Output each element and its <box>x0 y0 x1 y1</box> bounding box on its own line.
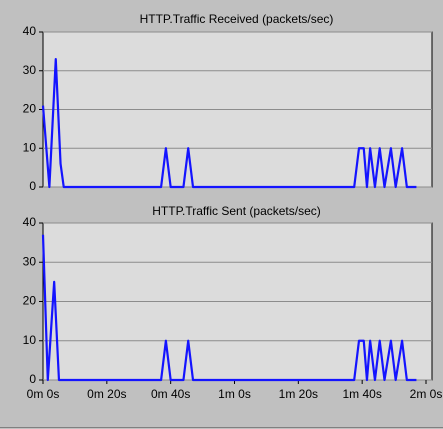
x-tick-label: 1m 40s <box>342 387 381 401</box>
x-tick-label: 0m 20s <box>87 387 126 401</box>
y-tick-label: 40 <box>23 24 37 38</box>
x-tick-label: 2m 0s <box>410 387 443 401</box>
y-tick-label: 0 <box>29 179 36 193</box>
y-tick-label: 0 <box>29 372 36 386</box>
y-tick-label: 20 <box>23 102 37 116</box>
y-tick-label: 20 <box>23 294 37 308</box>
x-tick-label: 0m 40s <box>151 387 190 401</box>
y-tick-label: 10 <box>23 140 37 154</box>
x-tick-label: 1m 20s <box>279 387 318 401</box>
y-tick-label: 40 <box>23 215 37 229</box>
y-tick-label: 30 <box>23 63 37 77</box>
data-line <box>41 58 417 189</box>
data-line <box>41 234 417 382</box>
x-tick-label: 0m 0s <box>27 387 60 401</box>
y-tick-label: 30 <box>23 254 37 268</box>
chart-title: HTTP.Traffic Sent (packets/sec) <box>152 204 321 218</box>
x-tick-label: 1m 0s <box>218 387 251 401</box>
y-tick-label: 10 <box>23 333 37 347</box>
chart-title: HTTP.Traffic Received (packets/sec) <box>140 12 334 26</box>
